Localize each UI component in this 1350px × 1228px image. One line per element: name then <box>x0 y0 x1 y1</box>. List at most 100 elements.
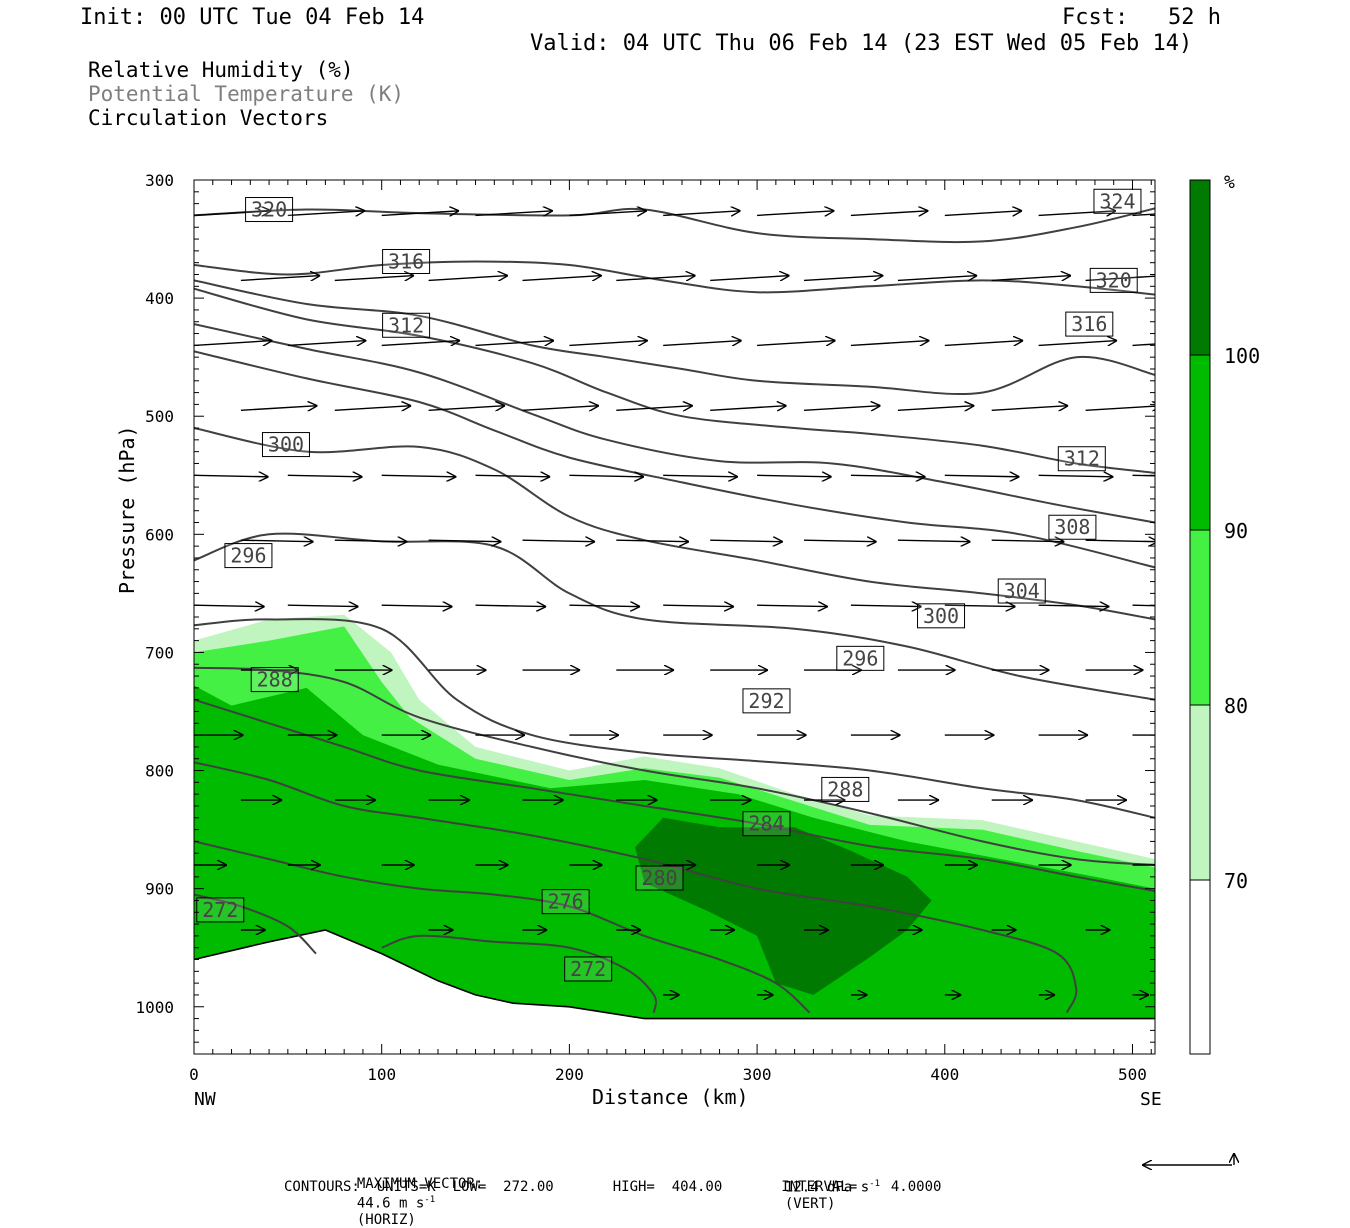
x-tick-label: 200 <box>555 1065 584 1084</box>
theta-label-text: 280 <box>641 866 677 890</box>
vector-arrow <box>616 276 695 281</box>
theta-label-text: 292 <box>748 689 784 713</box>
theta-line-8 <box>194 618 1155 819</box>
y-tick-label: 600 <box>145 525 174 544</box>
theta-label-box <box>1093 188 1142 214</box>
vector-arrow <box>1085 406 1155 411</box>
max-vector-label: MAXIMUM VECTOR: <box>356 1176 484 1192</box>
vector-arrow <box>1132 604 1155 607</box>
vector-arrow <box>1038 605 1110 606</box>
theta-label-304: 304 <box>997 578 1046 604</box>
colorbar-label: 80 <box>1224 694 1248 718</box>
vector-arrow <box>663 605 734 606</box>
theta-label-text: 300 <box>923 604 959 628</box>
theta-label-300: 300 <box>261 432 310 458</box>
theta-label-box <box>997 578 1046 604</box>
colorbar-label: 90 <box>1224 519 1248 543</box>
x-tick-label: 500 <box>1118 1065 1147 1084</box>
vector-arrow <box>522 540 596 542</box>
theta-label-box <box>1065 311 1114 337</box>
y-tick-label: 1000 <box>135 998 174 1017</box>
vector-arrow <box>428 406 506 411</box>
theta-label-box <box>917 603 966 629</box>
vector-arrow <box>522 406 599 411</box>
forecast-hour: Fcst: 52 h <box>1062 5 1221 30</box>
cross-section-chart: 320 316 312 300 296 288 272 276 272 280 284 288 292 2… <box>115 171 1260 1200</box>
valid-time: Valid: 04 UTC Thu 06 Feb 14 (23 EST Wed … <box>530 31 1193 56</box>
theta-label-text: 296 <box>230 544 266 568</box>
x-tick-label: 100 <box>367 1065 396 1084</box>
colorbar-unit: % <box>1224 172 1235 193</box>
vector-arrow <box>850 211 928 216</box>
theta-line-10 <box>194 698 1155 892</box>
vector-arrow <box>334 276 414 281</box>
footer-contours: CONTOURS: UNITS=K LOW= 272.00 HIGH= 404.… <box>284 1179 942 1195</box>
theta-line-2 <box>194 279 1155 396</box>
vector-arrow <box>757 605 828 606</box>
y-tick-label: 800 <box>145 762 174 781</box>
theta-label-text: 284 <box>748 812 784 836</box>
vector-arrow <box>850 605 922 606</box>
terrain-mask <box>194 930 1155 1054</box>
theta-label-box <box>245 197 294 223</box>
x-tick-label: 300 <box>743 1065 772 1084</box>
colorbar-label: 100 <box>1224 344 1260 368</box>
vector-arrow <box>1085 540 1155 542</box>
y-tick-label: 400 <box>145 289 174 308</box>
theta-line-4 <box>194 323 1155 524</box>
vector-arrow <box>757 341 835 346</box>
vector-arrow <box>710 276 789 281</box>
theta-label-text: 324 <box>1099 189 1135 213</box>
vector-arrow <box>475 475 551 477</box>
vector-arrow <box>1132 343 1155 347</box>
vector-arrow <box>1132 213 1155 217</box>
vector-arrow <box>428 540 502 542</box>
vector-arrow <box>803 406 881 411</box>
vector-arrow <box>334 406 411 411</box>
vector-arrow <box>757 475 832 477</box>
vector-arrow <box>287 605 359 606</box>
vector-arrow <box>663 211 740 216</box>
x-tick-label: 400 <box>930 1065 959 1084</box>
vector-arrow <box>475 211 553 216</box>
vector-arrow <box>944 475 1020 477</box>
vector-arrow <box>522 276 602 281</box>
theta-label-320: 320 <box>1089 267 1138 293</box>
vector-arrow <box>287 341 367 346</box>
theta-label-text: 296 <box>842 646 878 670</box>
vector-arrow <box>569 605 640 606</box>
vector-arrow <box>194 211 271 216</box>
theta-label-text: 320 <box>251 198 287 222</box>
vector-arrow <box>850 341 930 346</box>
y-tick-label: 300 <box>145 171 174 190</box>
theta-contours <box>194 207 1155 1014</box>
theta-label-324: 324 <box>1093 188 1142 214</box>
theta-line-14 <box>381 934 657 1013</box>
vector-arrow <box>1038 475 1114 477</box>
vector-arrow <box>287 475 363 477</box>
theta-label-300: 300 <box>917 603 966 629</box>
theta-label-text: 312 <box>388 313 424 337</box>
vector-arrow <box>569 475 644 477</box>
theta-line-9 <box>194 666 1155 866</box>
theta-label-316: 316 <box>382 248 431 274</box>
theta-label-272: 272 <box>564 956 613 982</box>
theta-label-text: 272 <box>202 898 238 922</box>
vector-arrow <box>194 475 269 477</box>
theta-label-296: 296 <box>224 543 273 569</box>
theta-label-box <box>196 897 245 923</box>
vector-arrow <box>194 605 265 606</box>
vector-arrow <box>710 540 783 542</box>
vector-arrow <box>1085 276 1155 281</box>
theta-label-box <box>224 543 273 569</box>
theta-line-13 <box>194 893 317 955</box>
x-axis-label: Distance (km) <box>592 1085 749 1109</box>
vector-arrow <box>757 211 834 216</box>
theta-line-7 <box>194 532 1155 701</box>
x-tick-label: 0 <box>189 1065 199 1084</box>
vector-arrow <box>381 605 453 606</box>
terrain-boundary <box>193 929 1155 1020</box>
y-tick-label: 500 <box>145 407 174 426</box>
vector-arrow <box>381 475 457 477</box>
max-vector-vert: 12.4 dPa s <box>784 1179 870 1196</box>
